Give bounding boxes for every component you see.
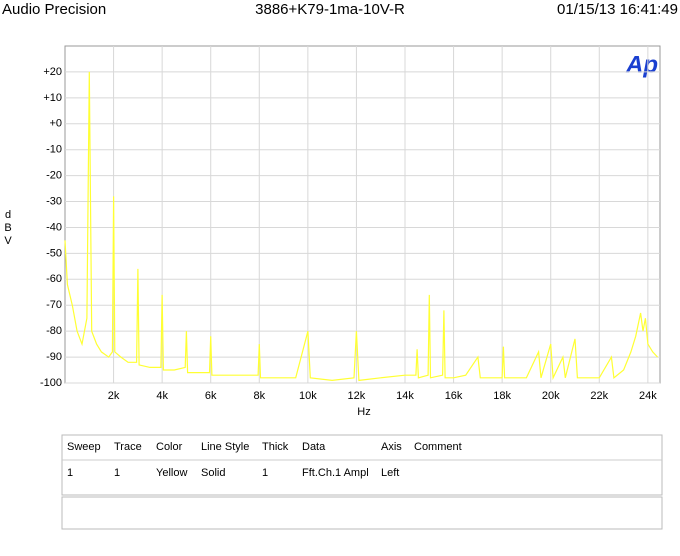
y-tick-label: -80	[46, 325, 62, 337]
spectrum-line	[64, 71, 659, 382]
table-cell: Fft.Ch.1 Ampl	[302, 467, 369, 479]
table-cell: 1	[67, 467, 73, 479]
table-header: Color	[156, 441, 183, 453]
table-cell: 1	[262, 467, 268, 479]
y-tick-label: -100	[40, 377, 62, 389]
table-cell: Left	[381, 467, 399, 479]
timestamp: 01/15/13 16:41:49	[557, 1, 678, 18]
brand: Audio Precision	[2, 1, 106, 18]
table-header: Comment	[414, 441, 462, 453]
x-tick-label: 24k	[639, 390, 657, 402]
chart-title: 3886+K79-1ma-10V-R	[255, 1, 405, 18]
y-tick-label: +10	[43, 92, 62, 104]
y-tick-label: -40	[46, 221, 62, 233]
x-tick-label: 20k	[542, 390, 560, 402]
x-tick-label: 16k	[445, 390, 463, 402]
logo: Ap	[625, 51, 658, 78]
table-header: Axis	[381, 441, 402, 453]
x-tick-label: 6k	[205, 390, 217, 402]
y-tick-label: -70	[46, 299, 62, 311]
x-tick-label: 2k	[108, 390, 120, 402]
table-cell: Yellow	[156, 467, 187, 479]
y-tick-label: -50	[46, 247, 62, 259]
y-tick-label: -30	[46, 195, 62, 207]
x-tick-label: 8k	[253, 390, 265, 402]
x-tick-label: 14k	[396, 390, 414, 402]
notes-box	[61, 496, 663, 530]
x-tick-label: 22k	[590, 390, 608, 402]
y-tick-label: -10	[46, 144, 62, 156]
plot-area	[64, 45, 661, 384]
y-tick-label: +0	[49, 118, 62, 130]
table-header: Line Style	[201, 441, 249, 453]
x-tick-label: 4k	[156, 390, 168, 402]
table-cell: 1	[114, 467, 120, 479]
x-tick-label: 18k	[493, 390, 511, 402]
y-tick-label: -60	[46, 273, 62, 285]
table-header: Trace	[114, 441, 142, 453]
y-tick-label: -20	[46, 170, 62, 182]
x-tick-label: 10k	[299, 390, 317, 402]
y-tick-label: -90	[46, 351, 62, 363]
table-header: Data	[302, 441, 326, 453]
table-header: Sweep	[67, 441, 101, 453]
y-tick-label: +20	[43, 66, 62, 78]
legend-table	[61, 434, 663, 496]
x-tick-label: 12k	[348, 390, 366, 402]
table-header: Thick	[262, 441, 289, 453]
table-cell: Solid	[201, 467, 225, 479]
x-axis-label: Hz	[357, 406, 370, 418]
